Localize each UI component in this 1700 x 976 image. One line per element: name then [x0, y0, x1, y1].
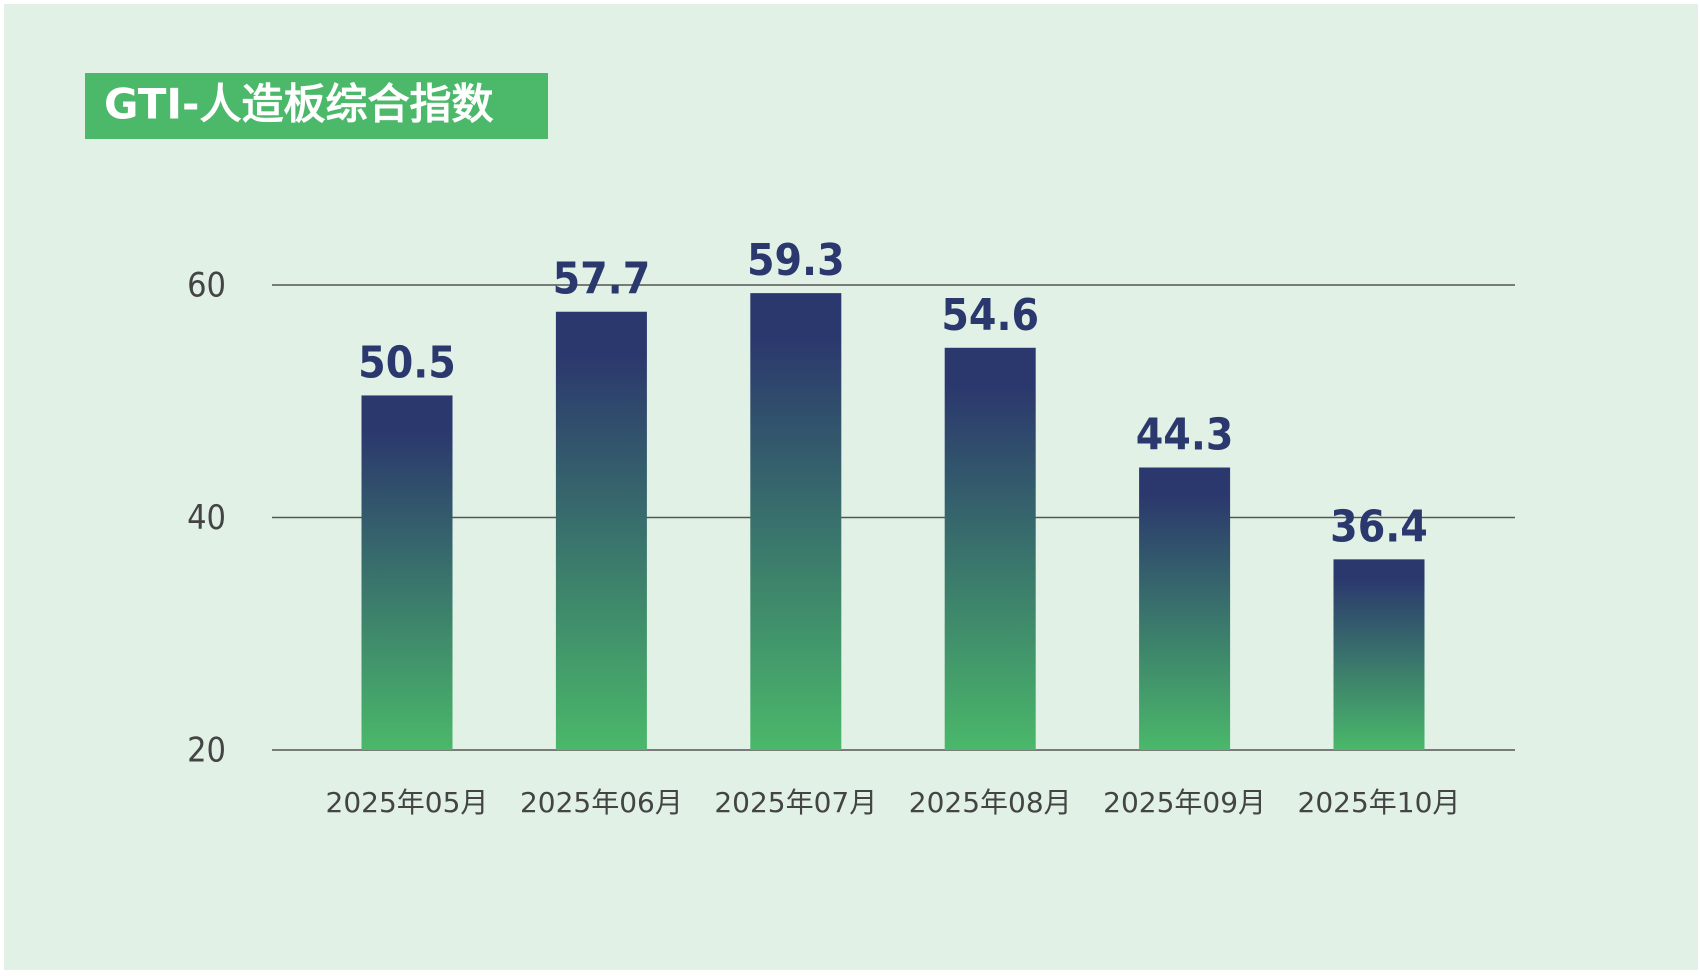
bar [1139, 467, 1231, 750]
chart-title: GTI-人造板综合指数 [104, 80, 493, 129]
x-tick-label: 2025年09月 [1103, 786, 1266, 819]
value-label: 50.5 [358, 337, 456, 388]
y-tick-label: 20 [187, 731, 226, 771]
value-label: 44.3 [1136, 410, 1234, 461]
title-box [85, 73, 548, 139]
x-tick-label: 2025年08月 [909, 786, 1072, 819]
bar [555, 311, 647, 750]
background-panel [4, 4, 1698, 970]
bar [1333, 559, 1425, 750]
value-label: 57.7 [553, 254, 651, 305]
value-label: 59.3 [747, 235, 845, 286]
x-tick-label: 2025年06月 [520, 786, 683, 819]
x-tick-label: 2025年10月 [1298, 786, 1461, 819]
bar [750, 293, 842, 750]
y-tick-label: 60 [187, 266, 226, 306]
value-label: 54.6 [941, 290, 1039, 341]
bar [361, 395, 453, 750]
x-tick-label: 2025年05月 [326, 786, 489, 819]
bar [944, 347, 1036, 750]
y-tick-label: 40 [187, 498, 226, 538]
x-tick-label: 2025年07月 [714, 786, 877, 819]
value-label: 36.4 [1330, 501, 1428, 552]
